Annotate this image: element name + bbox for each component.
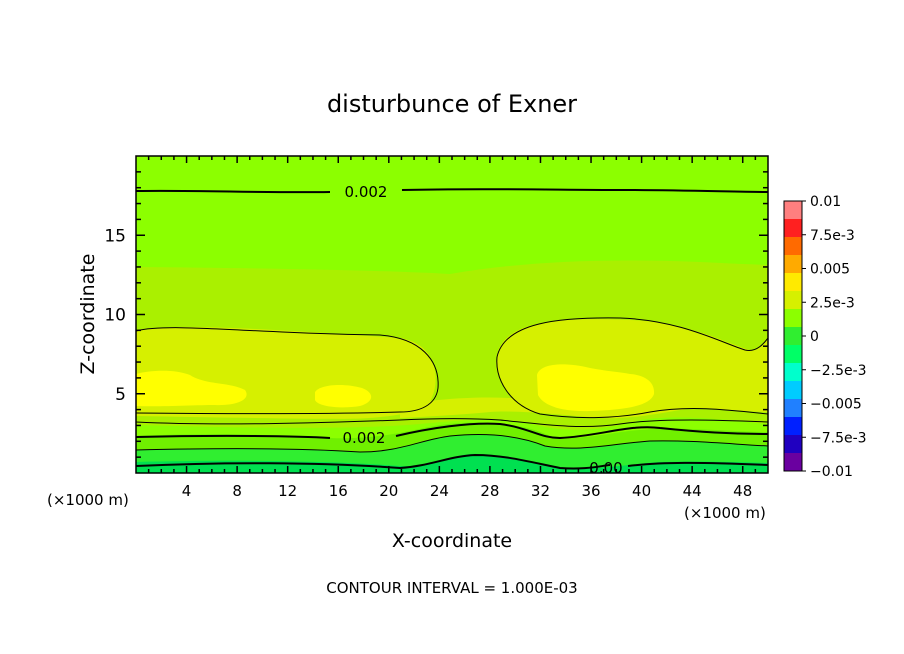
colorbar xyxy=(783,200,806,472)
colorbar-label: 0 xyxy=(810,329,819,345)
contour-label-lower: 0.002 xyxy=(343,429,386,447)
x-tick-label: 44 xyxy=(683,482,702,500)
band-lower-5 xyxy=(136,453,768,473)
x-unit-left: (×1000 m) xyxy=(47,491,129,509)
colorbar-label: −7.5e-3 xyxy=(810,430,867,446)
colorbar-swatch xyxy=(784,273,802,292)
colorbar-swatch xyxy=(784,453,802,472)
colorbar-label: 2.5e-3 xyxy=(810,295,855,311)
y-tick-label: 5 xyxy=(115,385,126,405)
contour-line-lower-4 xyxy=(136,453,768,470)
band-yellow-center xyxy=(315,384,372,408)
colorbar-label: −0.01 xyxy=(810,464,853,480)
colorbar-swatch xyxy=(784,381,802,400)
contour-line-lower-right-arc xyxy=(496,356,768,419)
x-tick-label: 32 xyxy=(531,482,550,500)
colorbar-swatch xyxy=(784,399,802,418)
contour-line-upper xyxy=(136,188,768,194)
colorbar-swatch xyxy=(784,237,802,256)
band-yellow-left xyxy=(136,370,247,407)
chart-title: disturbunce of Exner xyxy=(327,90,577,118)
colorbar-labels: 0.01 7.5e-3 0.005 2.5e-3 0 −2.5e-3 −0.005 −7.5e… xyxy=(810,194,867,480)
y-tick-label: 10 xyxy=(104,306,126,326)
colorbar-swatch xyxy=(784,327,802,346)
x-tick-label: 8 xyxy=(232,482,242,500)
band-yellow-right xyxy=(537,364,655,412)
x-tick-label: 36 xyxy=(581,482,600,500)
colorbar-swatch xyxy=(784,201,802,220)
contour-line-lower-2 xyxy=(136,422,768,440)
contour-line-middle-left xyxy=(136,327,439,415)
x-unit-right: (×1000 m) xyxy=(684,504,766,522)
colorbar-label: 0.01 xyxy=(810,194,841,210)
contour-line-lower-3 xyxy=(136,434,768,453)
x-tick-labels: 4 8 12 16 20 24 28 32 36 40 44 48 xyxy=(182,482,752,500)
colorbar-swatch xyxy=(784,255,802,274)
x-tick-label: 16 xyxy=(329,482,348,500)
x-tick-label: 24 xyxy=(430,482,449,500)
axis-ticks xyxy=(136,156,768,473)
x-tick-label: 20 xyxy=(379,482,398,500)
x-tick-label: 28 xyxy=(480,482,499,500)
y-tick-labels: 5 10 15 xyxy=(104,226,126,405)
colorbar-swatch xyxy=(784,291,802,310)
contour-label-bottom: 0.00 xyxy=(589,459,622,477)
colorbar-swatch xyxy=(784,417,802,436)
contour-field xyxy=(136,156,768,473)
colorbar-swatch xyxy=(784,435,802,454)
x-tick-label: 4 xyxy=(182,482,192,500)
colorbar-swatch xyxy=(784,309,802,328)
colorbar-label: −0.005 xyxy=(810,397,862,413)
y-axis-label: Z-coordinate xyxy=(77,254,99,375)
contour-interval-note: CONTOUR INTERVAL = 1.000E-03 xyxy=(326,579,577,597)
colorbar-swatch xyxy=(784,219,802,238)
contour-label-top: 0.002 xyxy=(345,183,388,201)
x-tick-label: 12 xyxy=(278,482,297,500)
contour-line-middle-right xyxy=(496,317,768,358)
colorbar-label: 7.5e-3 xyxy=(810,228,855,244)
x-tick-label: 48 xyxy=(733,482,752,500)
x-tick-label: 40 xyxy=(632,482,651,500)
colorbar-swatch xyxy=(784,363,802,382)
colorbar-label: −2.5e-3 xyxy=(810,363,867,379)
colorbar-label: 0.005 xyxy=(810,262,850,278)
colorbar-swatch xyxy=(784,345,802,364)
y-tick-label: 15 xyxy=(104,226,126,246)
contour-line-lower-1 xyxy=(136,418,768,428)
x-axis-label: X-coordinate xyxy=(392,530,512,552)
